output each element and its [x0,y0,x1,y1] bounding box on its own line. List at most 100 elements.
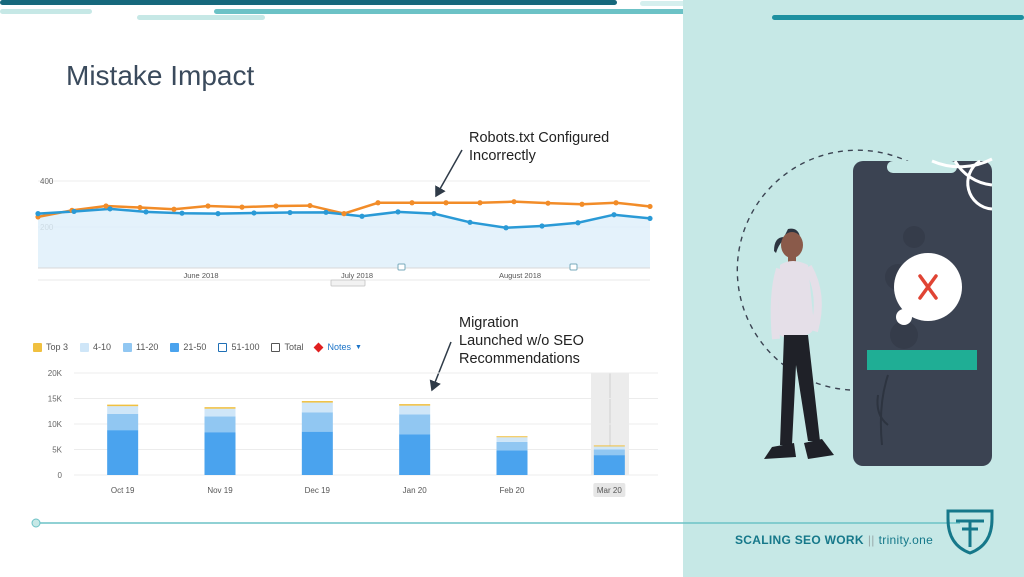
orange-series-point[interactable] [477,200,483,206]
phone-illustration [736,149,993,466]
annotation-line: Robots.txt Configured [469,130,610,146]
bar-segment-4-10[interactable] [204,408,236,417]
scroll-handle[interactable] [330,279,366,287]
bar-segment-4-10[interactable] [593,446,625,450]
bar-y-tick: 10K [48,420,63,429]
bar-segment-11-20[interactable] [107,413,139,431]
bar-segment-4-10[interactable] [399,405,431,415]
bar-segment-21-50[interactable] [204,432,236,475]
bar-segment-11-20[interactable] [496,441,528,451]
annotation-robots: Robots.txt Configured Incorrectly [469,129,609,165]
orange-series-point[interactable] [613,200,619,206]
bar-segment-11-20[interactable] [399,414,431,435]
legend-label: 21-50 [183,342,207,352]
orange-series-point[interactable] [103,203,109,209]
phone-green-bar [867,350,977,370]
blue-series-point[interactable] [503,225,509,231]
blue-series-point[interactable] [251,210,257,216]
blue-series-point[interactable] [35,211,41,217]
blue-series-point[interactable] [575,220,581,226]
blue-series-point[interactable] [215,211,221,217]
x-mark-icon [918,274,938,300]
orange-series-point[interactable] [443,200,449,206]
orange-series-point[interactable] [341,211,347,217]
legend-label: Top 3 [46,342,69,352]
blue-series-point[interactable] [179,210,185,216]
bar-segment-top-3[interactable] [204,407,236,409]
line-x-tick: June 2018 [183,271,218,280]
orange-series-point[interactable] [375,200,381,206]
orange-series-point[interactable] [205,203,211,209]
arrow-to-migration [429,341,452,392]
bar-segment-21-50[interactable] [593,455,625,475]
line-chart: 400 200 June 2018 July 2018 August 2018 [33,170,661,290]
blue-series-point[interactable] [431,211,437,217]
orange-series-point[interactable] [409,200,415,206]
orange-series-point[interactable] [171,206,177,212]
bar-segment-4-10[interactable] [301,402,333,413]
blue-series-point[interactable] [359,213,365,219]
note-marker [569,263,578,271]
legend-item-51-100[interactable]: 51-100 [218,342,259,352]
bar-segment-top-3[interactable] [496,436,528,438]
caret-down-icon: ▼ [355,343,362,351]
blue-series-point[interactable] [611,212,617,218]
orange-series-point[interactable] [239,204,245,210]
orange-series-point[interactable] [307,202,313,209]
blue-series-area [38,208,650,268]
blue-series-point[interactable] [71,208,77,215]
bar-segment-top-3[interactable] [399,404,431,406]
orange-series-point[interactable] [647,203,653,210]
blue-series-point[interactable] [539,223,545,229]
bar-segment-21-50[interactable] [301,431,333,475]
bar-x-tick: Jan 20 [403,486,428,495]
note-marker [397,263,406,271]
footer-brand-text: SCALING SEO WORK [735,533,864,547]
bar-segment-11-20[interactable] [204,416,236,433]
bar-segment-11-20[interactable] [301,412,333,432]
bar-segment-top-3[interactable] [301,401,333,403]
legend-item-11-20[interactable]: 11-20 [123,342,158,352]
annotation-line: Launched w/o SEO [459,333,584,349]
orange-series-point[interactable] [579,201,585,207]
bar-segment-4-10[interactable] [107,406,139,414]
top-decor-bar-4 [214,9,830,14]
annotation-line: Incorrectly [469,148,536,164]
blue-series-point[interactable] [647,215,653,222]
legend-item-total[interactable]: Total [271,342,303,352]
bar-y-tick: 5K [52,446,62,455]
bar-y-tick: 0 [58,471,63,480]
orange-series-point[interactable] [545,200,551,206]
legend-item-top3[interactable]: Top 3 [33,342,68,352]
blue-series-point[interactable] [107,206,113,212]
bar-x-tick: Nov 19 [207,486,233,495]
orange-series-point[interactable] [137,204,143,211]
legend-item-4-10[interactable]: 4-10 [80,342,111,352]
footer-domain[interactable]: trinity.one [878,533,934,547]
bar-segment-4-10[interactable] [496,437,528,442]
bar-segment-21-50[interactable] [496,450,528,475]
bar-segment-11-20[interactable] [593,449,625,456]
legend-item-21-50[interactable]: 21-50 [170,342,206,352]
bar-segment-21-50[interactable] [107,430,139,475]
blue-series-point[interactable] [323,209,329,215]
bar-y-tick: 20K [48,369,63,378]
blue-series-point[interactable] [287,209,293,216]
blue-series-point[interactable] [395,209,401,215]
orange-series-point[interactable] [273,203,279,209]
bar-x-tick: Mar 20 [597,486,622,495]
blue-series-point[interactable] [143,209,149,215]
bar-segment-top-3[interactable] [107,404,139,407]
orange-series-point[interactable] [511,199,517,205]
notes-dropdown[interactable]: Notes ▼ [314,342,362,352]
bar-x-tick: Feb 20 [500,486,525,495]
bottom-timeline [31,518,960,528]
bar-segment-21-50[interactable] [399,434,431,475]
bar-segment-top-3[interactable] [593,445,625,447]
footer-separator: || [867,533,875,547]
line-y-tick: 400 [40,177,54,186]
blue-series-point[interactable] [467,219,473,225]
bar-x-tick: Dec 19 [305,486,331,495]
